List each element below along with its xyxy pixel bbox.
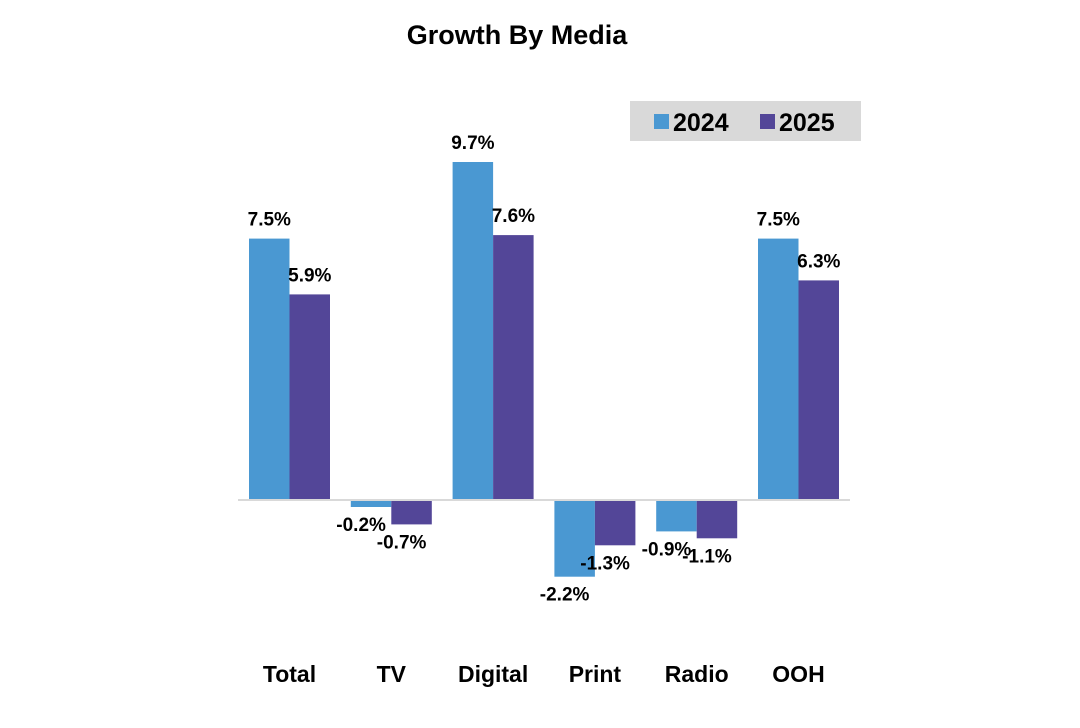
data-label-digital-2024: 9.7% bbox=[451, 133, 494, 154]
data-label-digital-2025: 7.6% bbox=[492, 206, 535, 227]
data-label-print-2025: -1.3% bbox=[580, 553, 630, 574]
bar-radio-2024 bbox=[656, 500, 697, 532]
category-label-total: Total bbox=[263, 661, 316, 687]
bar-ooh-2024 bbox=[758, 238, 799, 500]
bar-ooh-2025 bbox=[798, 280, 839, 500]
legend-label-2024: 2024 bbox=[673, 109, 729, 137]
category-labels-layer: Total TV Digital Print Radio OOH bbox=[263, 661, 825, 687]
data-label-total-2025: 5.9% bbox=[288, 265, 331, 286]
legend-swatch-2024 bbox=[654, 114, 669, 129]
bar-radio-2025 bbox=[696, 500, 738, 539]
bar-total-2024 bbox=[249, 238, 290, 500]
data-label-radio-2025: -1.1% bbox=[682, 546, 732, 567]
bar-print-2025 bbox=[594, 500, 636, 546]
data-label-print-2024: -2.2% bbox=[540, 585, 590, 606]
data-label-tv-2024: -0.2% bbox=[336, 515, 386, 536]
chart-title: Growth By Media bbox=[407, 20, 629, 50]
bar-tv-2025 bbox=[391, 500, 432, 525]
category-label-digital: Digital bbox=[458, 661, 528, 687]
bar-tv-2024 bbox=[350, 500, 392, 507]
category-label-radio: Radio bbox=[665, 661, 729, 687]
category-label-print: Print bbox=[569, 661, 622, 687]
bar-print-2024 bbox=[554, 500, 595, 577]
category-label-ooh: OOH bbox=[772, 661, 824, 687]
data-label-total-2024: 7.5% bbox=[248, 210, 291, 231]
data-label-ooh-2024: 7.5% bbox=[757, 210, 800, 231]
category-label-tv: TV bbox=[377, 661, 407, 687]
data-label-radio-2024: -0.9% bbox=[642, 539, 692, 560]
data-labels-layer: 7.5% 5.9% -0.2%-0.7% 9.7% 7.6% -2.2% -1.3% -0.9… bbox=[248, 133, 841, 606]
legend-label-2025: 2025 bbox=[779, 109, 835, 137]
bars-layer bbox=[249, 162, 839, 577]
legend-swatch-2025 bbox=[760, 114, 775, 129]
bar-digital-2025 bbox=[493, 235, 534, 500]
legend: 2024 2025 bbox=[630, 101, 861, 141]
data-label-ooh-2025: 6.3% bbox=[797, 251, 840, 272]
bar-total-2025 bbox=[289, 294, 330, 500]
bar-digital-2024 bbox=[452, 162, 494, 500]
data-label-tv-2025: -0.7% bbox=[377, 532, 427, 553]
